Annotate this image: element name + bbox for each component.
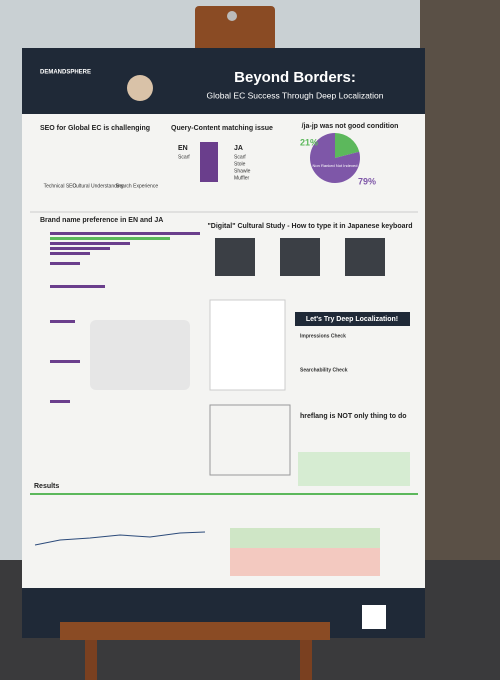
check: Impressions Check: [300, 333, 346, 339]
ja: JA: [234, 145, 243, 152]
screenshot: [209, 299, 286, 391]
pie: [310, 133, 360, 183]
pie-slice: [335, 133, 360, 158]
subtitle: Global EC Success Through Deep Localizat…: [206, 90, 383, 100]
brand: DEMANDSPHERE: [40, 70, 91, 76]
section-title: hreflang is NOT only thing to do: [300, 413, 407, 420]
keyboard: [215, 238, 255, 276]
banner-title: Let's Try Deep Localization!: [306, 316, 398, 323]
item: Technical SEO: [44, 183, 77, 189]
en-word: Scarf: [178, 154, 190, 160]
highlight: [298, 452, 410, 486]
easel-leg: [300, 640, 312, 680]
title: Beyond Borders:: [234, 69, 356, 86]
diagram: [209, 404, 291, 476]
scarf: [200, 142, 218, 182]
pie-slice: [310, 133, 360, 183]
keyboard: [280, 238, 320, 276]
easel-top: [195, 6, 275, 54]
easel-bar: [60, 622, 330, 640]
ja-word: Shawle: [234, 168, 251, 174]
ja-word: Scarf: [234, 154, 246, 160]
note-box: [90, 320, 190, 390]
section-title: /ja-jp was not good condition: [302, 123, 399, 130]
section-title: Query-Content matching issue: [171, 125, 273, 132]
pie-label: 79%: [358, 176, 376, 186]
pie-label: 21%: [300, 137, 318, 147]
ranking-area: [230, 528, 380, 548]
banner: [295, 312, 410, 326]
qr: [362, 605, 386, 629]
section-title: Brand name preference in EN and JA: [40, 217, 163, 224]
item: Search Experience: [116, 183, 158, 189]
keyboard: [345, 238, 385, 276]
poster-header: [22, 48, 425, 114]
easel-leg: [85, 640, 97, 680]
en: EN: [178, 145, 188, 152]
traffic-line: [34, 531, 206, 546]
easel-knob: [227, 11, 237, 21]
photo: [127, 75, 153, 101]
pie-legend: Non Ranked Not Indexed: [313, 163, 358, 168]
check: Searchability Check: [300, 367, 348, 373]
ja-word: Muffler: [234, 175, 250, 181]
section-title: Results: [34, 483, 59, 490]
brand-bars: [50, 232, 200, 403]
section-title: "Digital" Cultural Study - How to type i…: [207, 223, 412, 230]
item: Cultural Understanding: [72, 183, 123, 189]
section-title: SEO for Global EC is challenging: [40, 125, 150, 132]
ja-word: Stole: [234, 161, 246, 167]
